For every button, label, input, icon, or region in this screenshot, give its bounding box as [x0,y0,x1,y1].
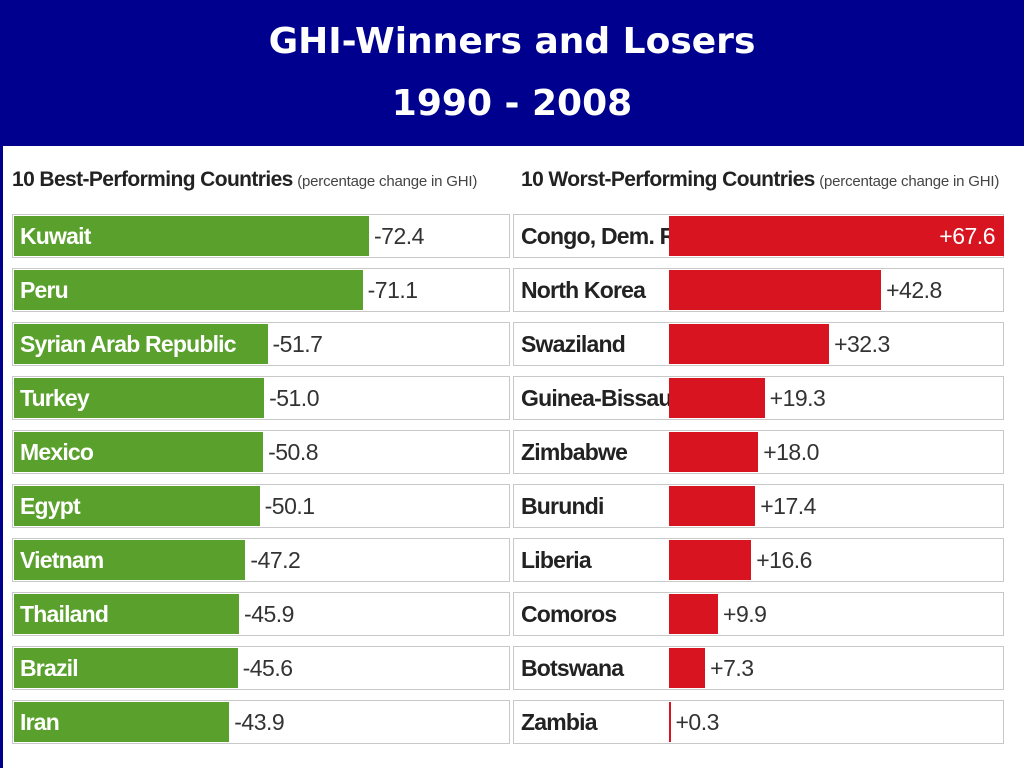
worst-chart-value-label: +16.6 [756,546,812,573]
best-chart-category-label: Vietnam [20,546,104,573]
best-chart-bar [14,702,230,742]
worst-chart-value-label: +9.9 [723,600,767,627]
slide-title: GHI-Winners and Losers [268,21,756,62]
best-chart-row: Turkey -51.0 [12,376,510,420]
worst-chart-category-label: Comoros [521,600,617,627]
worst-chart-category-label: Swaziland [521,330,626,357]
slide-subtitle: 1990 - 2008 [391,83,633,124]
worst-chart-category-label: Burundi [521,492,604,519]
best-chart-value-label: -45.9 [244,600,294,627]
worst-chart-row: North Korea +42.8 [513,268,1004,312]
best-chart-category-label: Syrian Arab Republic [20,330,237,357]
worst-chart-row: Zimbabwe +18.0 [513,430,1004,474]
worst-chart-row: Burundi +17.4 [513,484,1004,528]
best-chart-bar [14,378,265,418]
worst-chart-row: Congo, Dem. Rep. +67.6 [513,214,1004,258]
best-chart-category-label: Iran [20,708,60,735]
best-chart-value-label: -45.6 [242,654,293,681]
worst-chart-bar [669,540,752,580]
best-chart-bar [14,648,238,688]
worst-chart-category-label: Liberia [521,546,592,573]
best-chart-category-label: Mexico [20,438,94,465]
best-chart-bar [14,324,268,364]
best-chart-bar [14,216,369,256]
best-chart-row: Brazil -45.6 [12,646,510,690]
worst-performing-chart: 10 Worst-Performing Countries (percentag… [513,146,1004,768]
best-chart-row: Syrian Arab Republic -51.7 [12,322,510,366]
worst-chart-bar [669,432,759,472]
worst-chart-bar [669,648,706,688]
best-chart-row: Vietnam -47.2 [12,538,510,582]
best-chart-value-label: -51.0 [269,384,319,411]
best-chart-value-label: -72.4 [374,222,424,249]
best-chart-value-label: -50.8 [268,438,319,465]
best-chart-value-label: -43.9 [234,708,285,735]
slide-header: GHI-Winners and Losers 1990 - 2008 [0,0,1024,146]
worst-chart-value-label: +17.4 [760,492,816,519]
best-chart-row: Iran -43.9 [12,700,510,744]
worst-chart-bar [669,702,671,742]
worst-chart-category-label: Zimbabwe [521,438,628,465]
worst-chart-bar [669,270,882,310]
left-edge-stripe [0,146,3,768]
worst-chart-value-label: +0.3 [675,708,720,735]
worst-chart-row: Guinea-Bissau +19.3 [513,376,1004,420]
worst-chart-bar [669,378,765,418]
worst-chart-value-label: +67.6 [939,222,995,249]
worst-chart-category-label: Botswana [521,654,624,681]
best-chart-bar [14,270,363,310]
worst-chart-category-label: North Korea [521,276,646,303]
worst-chart-row: Swaziland +32.3 [513,322,1004,366]
best-chart-category-label: Brazil [20,654,79,681]
worst-chart-bar [669,324,830,364]
best-chart-value-label: -47.2 [250,546,301,573]
best-chart-category-label: Kuwait [20,222,91,249]
worst-chart-value-label: +19.3 [769,384,826,411]
worst-chart-value-label: +42.8 [886,276,942,303]
worst-chart-bar [669,594,719,634]
best-chart-row: Egypt -50.1 [12,484,510,528]
worst-chart-row: Botswana +7.3 [513,646,1004,690]
best-chart-category-label: Thailand [20,600,109,627]
best-chart-heading: 10 Best-Performing Countries [12,168,293,191]
best-chart-category-label: Turkey [20,384,90,411]
best-chart-value-label: -50.1 [264,492,315,519]
worst-chart-row: Comoros +9.9 [513,592,1004,636]
best-chart-title: 10 Best-Performing Countries (percentage… [12,168,477,192]
best-chart-value-label: -51.7 [272,330,323,357]
worst-chart-bar [669,486,756,526]
worst-chart-subheading: (percentage change in GHI) [819,173,1000,190]
best-chart-row: Mexico -50.8 [12,430,510,474]
best-chart-category-label: Egypt [20,492,81,519]
best-chart-bar [14,486,260,526]
best-chart-bar [14,540,246,580]
worst-chart-bar [669,216,1004,256]
worst-chart-title: 10 Worst-Performing Countries (percentag… [521,168,999,192]
best-chart-bar [14,432,264,472]
best-chart-subheading: (percentage change in GHI) [297,173,478,190]
best-chart-row: Kuwait -72.4 [12,214,510,258]
worst-chart-value-label: +7.3 [710,654,754,681]
best-chart-category-label: Peru [20,276,69,303]
best-performing-chart: 10 Best-Performing Countries (percentage… [12,146,510,768]
worst-chart-category-label: Guinea-Bissau [521,384,672,411]
worst-chart-row: Liberia +16.6 [513,538,1004,582]
best-chart-bar [14,594,240,634]
worst-chart-row: Zambia +0.3 [513,700,1004,744]
worst-chart-category-label: Zambia [521,708,598,735]
best-chart-row: Peru -71.1 [12,268,510,312]
worst-chart-value-label: +18.0 [763,438,819,465]
worst-chart-value-label: +32.3 [834,330,890,357]
worst-chart-heading: 10 Worst-Performing Countries [521,168,815,191]
best-chart-row: Thailand -45.9 [12,592,510,636]
best-chart-value-label: -71.1 [367,276,418,303]
